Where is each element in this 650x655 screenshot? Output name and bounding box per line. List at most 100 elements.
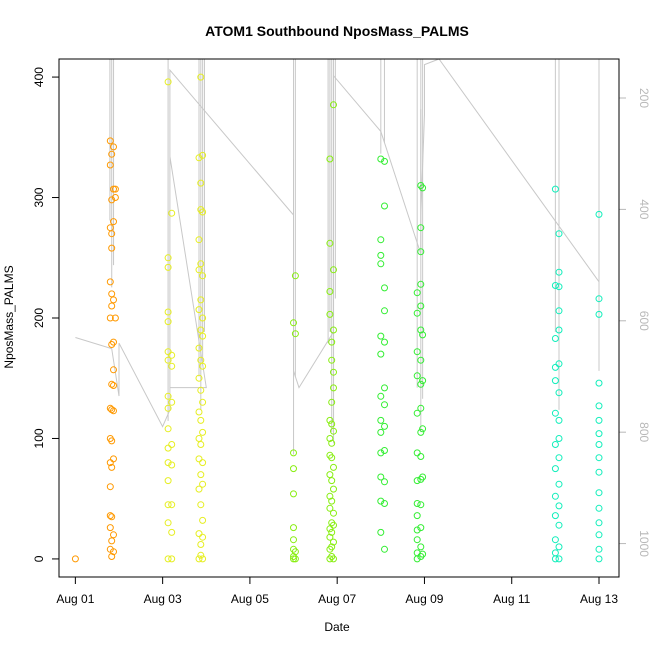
data-point	[595, 489, 603, 497]
data-point	[417, 501, 425, 509]
y2-tick-label: 800	[637, 422, 650, 442]
data-point	[555, 307, 563, 315]
data-point	[291, 548, 299, 556]
data-point	[195, 485, 203, 493]
data-point	[381, 157, 388, 165]
data-point	[108, 230, 116, 238]
data-point	[199, 314, 207, 322]
data-point	[199, 332, 207, 340]
data-point	[326, 533, 334, 541]
data-point	[195, 435, 203, 442]
data-point	[111, 194, 119, 201]
data-point	[381, 401, 388, 409]
data-point	[168, 351, 176, 359]
data-point	[164, 78, 172, 86]
data-point	[417, 404, 425, 412]
data-point	[108, 553, 116, 560]
data-point	[381, 422, 388, 430]
data-point	[197, 73, 205, 81]
data-point	[197, 386, 205, 394]
data-point	[164, 501, 172, 509]
data-point	[106, 483, 114, 491]
y-tick-label: 0	[32, 555, 46, 562]
x-tick-label: Aug 11	[493, 592, 530, 606]
data-point	[197, 179, 205, 187]
x-tick-label: Aug 03	[144, 592, 182, 606]
data-point	[417, 524, 425, 532]
data-point	[328, 528, 336, 536]
data-point	[555, 454, 563, 462]
data-point	[326, 310, 334, 318]
data-point	[419, 425, 427, 433]
data-point	[377, 251, 385, 259]
y2-tick-label: 400	[637, 199, 650, 219]
data-point	[330, 101, 337, 109]
data-point	[377, 473, 385, 481]
data-point	[195, 455, 203, 463]
data-point	[108, 406, 116, 414]
data-point	[419, 184, 427, 192]
x-axis-label: Date	[324, 620, 350, 634]
data-point	[106, 314, 114, 322]
data-point	[110, 531, 117, 539]
data-point	[168, 528, 176, 536]
data-point	[199, 555, 207, 563]
data-point	[328, 398, 336, 406]
data-point	[595, 531, 603, 539]
data-point	[291, 272, 299, 280]
data-point	[555, 555, 563, 563]
data-point	[551, 492, 559, 500]
data-point	[197, 296, 205, 304]
x-tick-label: Aug 07	[318, 592, 356, 606]
data-point	[417, 453, 425, 460]
data-point	[197, 326, 205, 334]
y2-tick-label: 1000	[637, 530, 650, 557]
data-point	[551, 409, 559, 417]
data-point	[381, 384, 388, 392]
data-point	[168, 461, 176, 469]
data-point	[199, 208, 207, 216]
data-point	[110, 382, 117, 389]
data-point	[595, 402, 603, 410]
data-point	[164, 477, 172, 485]
x-tick-label: Aug 13	[580, 592, 618, 606]
data-point	[164, 519, 172, 527]
data-point	[168, 441, 176, 448]
data-point	[106, 278, 114, 286]
data-points-layer	[71, 73, 603, 563]
data-point	[195, 154, 203, 162]
data-point	[555, 389, 563, 397]
data-point	[195, 236, 203, 244]
chart-title: ATOM1 Southbound NposMass_PALMS	[205, 23, 469, 39]
data-point	[413, 500, 421, 507]
data-point	[328, 477, 336, 485]
data-point	[417, 356, 425, 364]
data-point	[199, 398, 207, 406]
data-point	[417, 224, 425, 232]
data-point	[106, 161, 114, 169]
data-point	[164, 459, 172, 467]
data-point	[555, 502, 563, 510]
data-point	[551, 282, 559, 289]
data-point	[197, 416, 205, 424]
y2-tick-label: 200	[637, 88, 650, 108]
data-point	[595, 555, 603, 563]
data-point	[164, 404, 172, 412]
data-point	[551, 185, 559, 193]
data-point	[413, 348, 421, 356]
y-axis-label: NposMass_PALMS	[2, 265, 16, 368]
data-point	[555, 230, 563, 238]
data-point	[108, 196, 116, 204]
data-point	[291, 555, 299, 563]
data-point	[199, 428, 207, 436]
data-point	[377, 428, 385, 436]
data-point	[71, 555, 79, 563]
data-point	[290, 524, 297, 532]
data-point	[330, 427, 337, 435]
data-point	[326, 492, 334, 500]
data-point	[555, 480, 563, 488]
data-point	[164, 555, 172, 563]
data-point	[199, 533, 207, 541]
data-point	[377, 155, 385, 163]
